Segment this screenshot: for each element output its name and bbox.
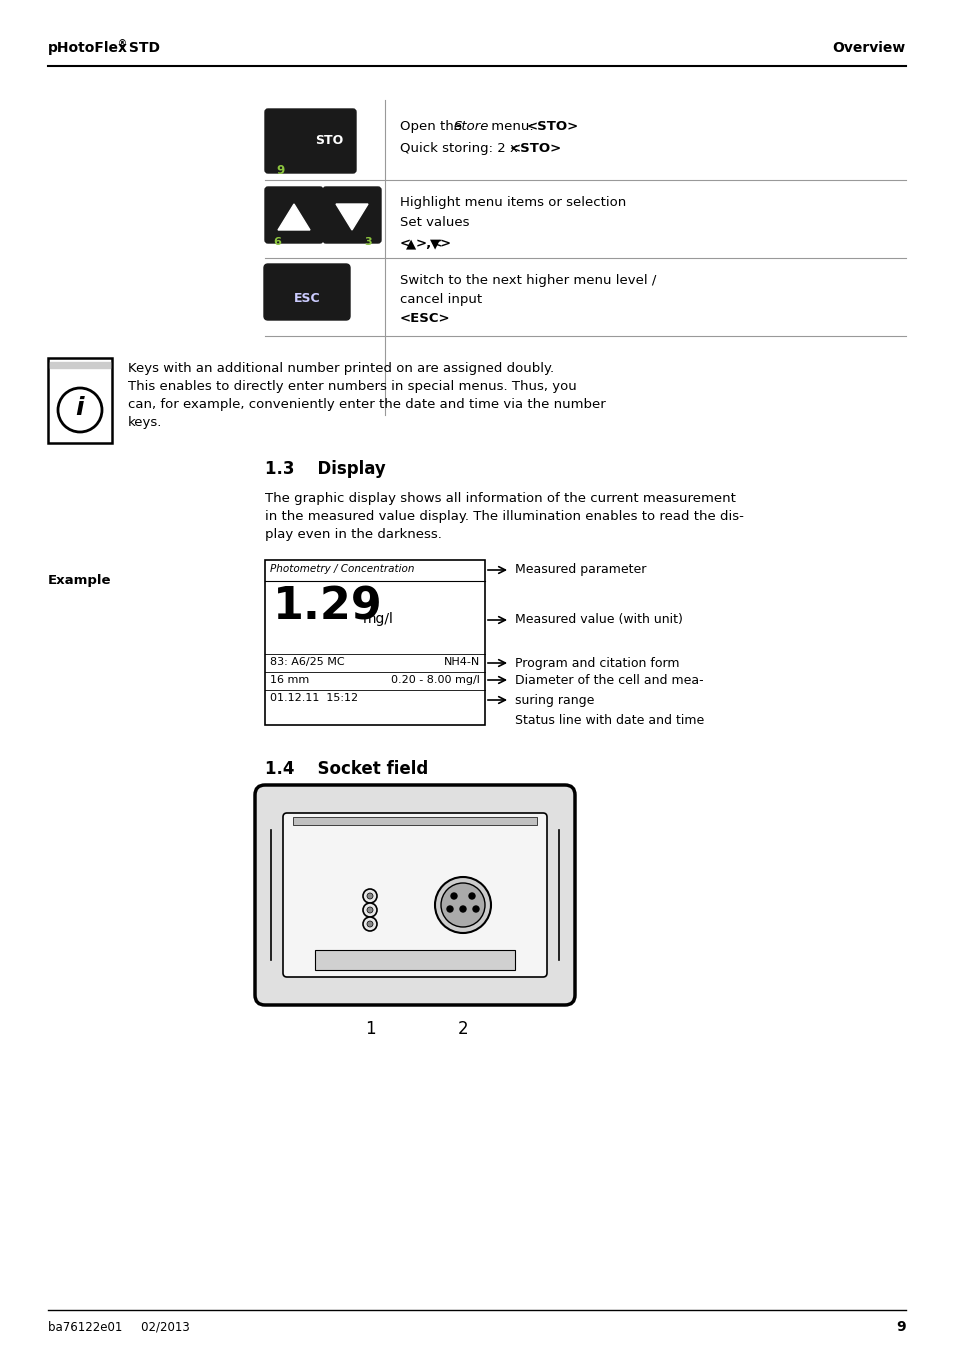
Text: in the measured value display. The illumination enables to read the dis-: in the measured value display. The illum…	[265, 509, 743, 523]
Text: ba76122e01     02/2013: ba76122e01 02/2013	[48, 1320, 190, 1333]
Text: 83: A6/25 MC: 83: A6/25 MC	[270, 657, 344, 667]
Circle shape	[473, 907, 478, 912]
Text: Program and citation form: Program and citation form	[515, 657, 679, 670]
Text: 9: 9	[896, 1320, 905, 1333]
Text: Photometry / Concentration: Photometry / Concentration	[270, 563, 414, 574]
Text: Keys with an additional number printed on are assigned doubly.: Keys with an additional number printed o…	[128, 362, 554, 376]
FancyBboxPatch shape	[265, 186, 323, 243]
Text: 6: 6	[273, 236, 280, 247]
Text: >,<: >,<	[416, 236, 443, 250]
Text: 3: 3	[364, 236, 372, 247]
Circle shape	[469, 893, 475, 898]
Text: Store: Store	[454, 120, 489, 132]
Circle shape	[459, 907, 465, 912]
Text: Diameter of the cell and mea-: Diameter of the cell and mea-	[515, 674, 703, 686]
FancyBboxPatch shape	[314, 950, 515, 970]
Text: The graphic display shows all information of the current measurement: The graphic display shows all informatio…	[265, 492, 735, 505]
Text: NH4-N: NH4-N	[443, 657, 479, 667]
Circle shape	[367, 893, 373, 898]
Text: 1.3    Display: 1.3 Display	[265, 459, 385, 478]
FancyBboxPatch shape	[293, 817, 537, 825]
Text: Measured value (with unit): Measured value (with unit)	[515, 613, 682, 627]
Text: can, for example, conveniently enter the date and time via the number: can, for example, conveniently enter the…	[128, 399, 605, 411]
Text: Measured parameter: Measured parameter	[515, 563, 646, 577]
Text: STO: STO	[314, 134, 343, 147]
FancyBboxPatch shape	[323, 186, 380, 243]
Text: 1.4    Socket field: 1.4 Socket field	[265, 761, 428, 778]
Text: Open the: Open the	[399, 120, 466, 132]
Text: cancel input: cancel input	[399, 293, 481, 305]
FancyBboxPatch shape	[265, 109, 355, 173]
Text: Switch to the next higher menu level /: Switch to the next higher menu level /	[399, 274, 656, 286]
Polygon shape	[335, 204, 368, 230]
Text: ▲: ▲	[406, 236, 416, 250]
Text: pHotoFlex: pHotoFlex	[48, 41, 128, 55]
FancyBboxPatch shape	[283, 813, 546, 977]
Text: 01.12.11  15:12: 01.12.11 15:12	[270, 693, 357, 703]
Circle shape	[447, 907, 453, 912]
Text: keys.: keys.	[128, 416, 162, 430]
Text: <STO>: <STO>	[526, 120, 578, 132]
Text: 9: 9	[275, 163, 284, 177]
Text: >: >	[439, 236, 451, 250]
Circle shape	[363, 917, 376, 931]
Text: ESC: ESC	[294, 292, 320, 304]
Circle shape	[363, 889, 376, 902]
Text: <: <	[399, 236, 411, 250]
Text: Overview: Overview	[832, 41, 905, 55]
Text: play even in the darkness.: play even in the darkness.	[265, 528, 441, 540]
Text: Quick storing: 2 x: Quick storing: 2 x	[399, 142, 521, 155]
Text: Example: Example	[48, 574, 112, 586]
Text: 2: 2	[457, 1020, 468, 1038]
Text: menu:: menu:	[486, 120, 537, 132]
Text: Status line with date and time: Status line with date and time	[515, 713, 703, 727]
Text: Highlight menu items or selection: Highlight menu items or selection	[399, 196, 625, 209]
FancyBboxPatch shape	[264, 263, 350, 320]
Circle shape	[440, 884, 484, 927]
Polygon shape	[277, 204, 310, 230]
Text: 0.20 - 8.00 mg/l: 0.20 - 8.00 mg/l	[391, 676, 479, 685]
Text: This enables to directly enter numbers in special menus. Thus, you: This enables to directly enter numbers i…	[128, 380, 577, 393]
Circle shape	[435, 877, 491, 934]
Circle shape	[367, 907, 373, 913]
Circle shape	[451, 893, 456, 898]
Text: 1.29: 1.29	[273, 586, 382, 630]
FancyBboxPatch shape	[50, 362, 110, 367]
FancyBboxPatch shape	[265, 561, 484, 725]
Text: i: i	[75, 396, 84, 420]
Circle shape	[367, 921, 373, 927]
Text: Set values: Set values	[399, 216, 469, 230]
Text: ▼: ▼	[430, 236, 439, 250]
Text: suring range: suring range	[515, 694, 594, 707]
FancyBboxPatch shape	[48, 358, 112, 443]
Text: 1: 1	[364, 1020, 375, 1038]
Circle shape	[363, 902, 376, 917]
Text: <STO>: <STO>	[510, 142, 561, 155]
Text: <ESC>: <ESC>	[399, 312, 450, 326]
Text: 16 mm: 16 mm	[270, 676, 309, 685]
Text: mg/l: mg/l	[363, 612, 394, 626]
FancyBboxPatch shape	[254, 785, 575, 1005]
Text: ®: ®	[118, 41, 127, 49]
Text: STD: STD	[124, 41, 160, 55]
